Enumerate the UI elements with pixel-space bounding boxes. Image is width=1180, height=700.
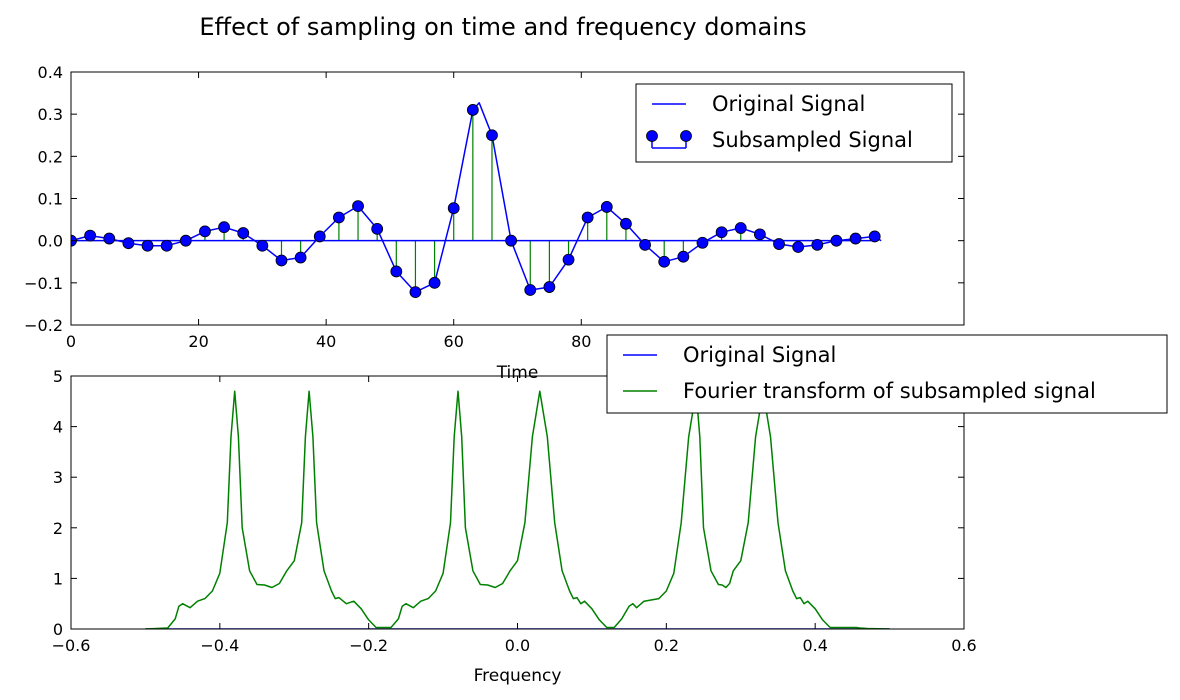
stem-marker — [792, 241, 805, 253]
y-tick-label: −0.2 — [24, 316, 63, 335]
stem-marker — [849, 232, 862, 245]
stem-marker — [179, 234, 192, 247]
stem-marker — [199, 225, 211, 238]
legend-label: Original Signal — [683, 343, 836, 367]
fourier-transform-of-subsampled-signal-line — [145, 390, 890, 629]
y-tick-label: 0.2 — [38, 147, 63, 166]
x-axis-label: Frequency — [474, 666, 562, 686]
legend-label: Original Signal — [712, 92, 865, 116]
plot-area — [71, 102, 882, 299]
stem-marker — [677, 250, 690, 263]
y-tick-label: 1 — [53, 569, 63, 588]
x-tick-label: 0.2 — [654, 636, 679, 655]
y-tick-label: 0 — [53, 620, 63, 639]
x-tick-label: 20 — [188, 332, 208, 351]
stem-marker — [141, 239, 154, 252]
stem-marker — [122, 237, 135, 250]
legend-box — [606, 334, 1168, 414]
stem-marker — [294, 251, 307, 264]
plot-area — [145, 390, 890, 629]
y-tick-label: 3 — [53, 468, 63, 487]
x-tick-label: 80 — [571, 332, 591, 351]
legend: Original Signal Subsampled Signal — [635, 83, 953, 163]
y-tick-label: 0.4 — [38, 63, 63, 82]
x-tick-label: 0.0 — [505, 636, 530, 655]
stem-marker — [773, 238, 785, 250]
legend-box — [635, 83, 953, 163]
y-tick-label: 4 — [53, 418, 63, 437]
stem-marker — [313, 230, 326, 243]
legend-label: Fourier transform of subsampled signal — [683, 379, 1096, 403]
stem-marker — [256, 239, 269, 252]
stem-marker — [505, 234, 518, 247]
stem-marker — [486, 129, 498, 142]
stem-marker — [868, 230, 881, 243]
stem-marker — [390, 265, 403, 278]
x-tick-label: −0.6 — [52, 636, 91, 655]
stem-marker — [332, 211, 345, 224]
y-tick-label: 0.3 — [38, 105, 63, 124]
x-tick-label: 0.6 — [951, 636, 976, 655]
original-signal-line — [71, 102, 882, 293]
time-domain-plot: 0 20 40 60 80 −0.2 −0.1 0.0 0.1 0.2 0.3 0.4 Time Orig… — [24, 63, 965, 383]
x-tick-label: −0.4 — [200, 636, 239, 655]
stem-marker — [715, 226, 728, 239]
x-tick-label: 0.4 — [802, 636, 827, 655]
stem-marker — [409, 286, 422, 299]
stem-marker — [734, 222, 747, 234]
stem-marker — [830, 234, 843, 247]
legend: Original Signal Fourier transform of subs… — [606, 334, 1168, 414]
y-tick-label: 0.1 — [38, 190, 63, 209]
stem-marker — [428, 276, 441, 289]
stem-marker — [160, 239, 173, 252]
x-tick-label: 0 — [66, 332, 76, 351]
x-axis-label: Time — [496, 363, 539, 383]
stem-marker — [352, 200, 364, 212]
legend-label: Subsampled Signal — [712, 128, 913, 152]
y-tick-label: −0.1 — [24, 274, 63, 293]
stem-marker — [658, 255, 671, 268]
stem-marker — [524, 284, 537, 296]
y-tick-label: 0.0 — [38, 232, 63, 251]
stem-marker — [543, 281, 556, 293]
stem-marker — [84, 229, 97, 242]
stem-marker — [639, 238, 651, 251]
stem-marker — [218, 221, 230, 234]
stem-marker — [447, 202, 460, 215]
stem-marker — [696, 236, 709, 249]
x-tick-label: 60 — [444, 332, 464, 351]
axes-frame — [70, 375, 965, 630]
y-tick-label: 2 — [53, 519, 63, 538]
stem-marker — [103, 232, 116, 245]
stem-marker — [581, 211, 594, 224]
legend-marker — [680, 130, 692, 142]
stem-marker — [371, 222, 384, 235]
stem-marker — [275, 254, 288, 267]
stem-marker — [562, 253, 575, 266]
stem-marker — [600, 201, 613, 213]
stem-marker — [237, 227, 250, 239]
legend-marker — [646, 130, 658, 142]
stem-marker — [620, 217, 632, 230]
stem-marker — [466, 104, 479, 116]
frequency-domain-plot: −0.6 −0.4 −0.2 0.0 0.2 0.4 0.6 0 1 2 3 4 5 Frequency O… — [52, 334, 1168, 686]
x-tick-label: −0.2 — [349, 636, 388, 655]
stem-marker — [753, 228, 766, 241]
figure-title: Effect of sampling on time and frequency… — [199, 13, 806, 41]
x-tick-label: 40 — [316, 332, 336, 351]
y-tick-label: 5 — [53, 367, 63, 386]
stem-marker — [811, 238, 824, 251]
